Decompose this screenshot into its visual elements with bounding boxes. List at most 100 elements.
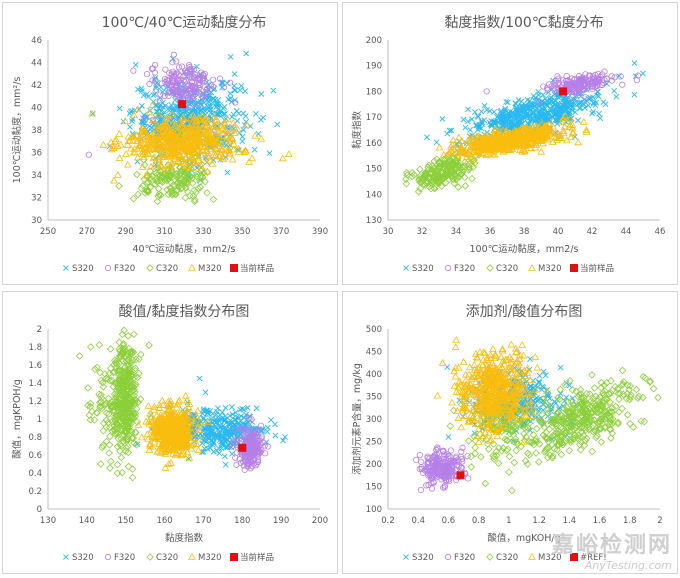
data-point [130, 67, 137, 74]
data-point [138, 127, 147, 135]
data-point [234, 117, 241, 124]
data-point [561, 100, 568, 106]
x-tick-label: 150 [118, 516, 134, 526]
data-point [241, 146, 250, 154]
data-point [134, 190, 142, 199]
data-point [543, 135, 552, 143]
data-point [129, 148, 138, 156]
data-point [527, 356, 533, 363]
data-point [233, 461, 240, 468]
data-point [527, 125, 535, 133]
data-point [141, 148, 150, 156]
data-point [444, 130, 451, 137]
chart-title: 100℃/40℃运动黏度分布 [102, 15, 267, 31]
data-point [98, 443, 106, 452]
data-point [453, 462, 461, 469]
series-2 [402, 142, 483, 196]
data-point [424, 134, 430, 141]
data-point [198, 112, 207, 119]
data-point [494, 136, 502, 144]
data-point [155, 139, 164, 146]
data-point [152, 77, 159, 84]
data-point [117, 352, 125, 361]
data-point [480, 133, 488, 141]
data-point [122, 397, 130, 405]
data-point [171, 153, 180, 161]
data-point [203, 167, 212, 175]
data-point [201, 77, 208, 84]
data-point [192, 419, 200, 427]
data-point [563, 73, 570, 80]
legend-marker [230, 264, 238, 272]
data-point [479, 119, 485, 126]
data-point [154, 416, 163, 424]
data-point [188, 79, 196, 86]
data-point [157, 91, 164, 98]
data-point [554, 73, 561, 80]
y-tick-label: 1.6 [28, 361, 42, 371]
data-point [182, 438, 191, 446]
data-point [590, 99, 597, 106]
data-point [278, 154, 287, 162]
data-point [183, 422, 191, 430]
data-point [255, 447, 262, 454]
data-point [434, 445, 441, 452]
data-point [402, 175, 410, 183]
data-point [134, 398, 143, 406]
data-point [448, 460, 455, 467]
data-point [265, 443, 272, 450]
data-point [188, 428, 197, 436]
data-point [197, 132, 206, 140]
data-point [220, 440, 227, 447]
data-point [477, 142, 486, 150]
data-point [442, 161, 450, 169]
y-tick-label: 0 [37, 505, 42, 515]
data-point [231, 71, 238, 77]
data-point [143, 70, 151, 78]
data-point [174, 417, 183, 424]
data-point [567, 83, 574, 90]
data-point [195, 435, 204, 443]
x-tick-label: 310 [156, 227, 172, 237]
data-point [218, 445, 225, 452]
data-point [631, 91, 638, 98]
data-point [178, 139, 187, 146]
data-point [178, 63, 186, 70]
data-point [154, 192, 163, 201]
data-point [173, 79, 180, 86]
data-point [230, 122, 238, 130]
data-point [583, 85, 590, 92]
data-point [440, 155, 448, 164]
data-point [145, 108, 154, 116]
data-point [545, 129, 554, 137]
legend-marker [63, 554, 69, 560]
data-point [537, 147, 546, 155]
data-point [490, 150, 499, 158]
data-point [148, 417, 156, 425]
data-point [130, 330, 138, 338]
data-point [430, 157, 439, 165]
x-tick-label: 30 [383, 227, 394, 237]
data-point [132, 441, 141, 449]
data-point [183, 188, 192, 196]
data-point [110, 356, 119, 365]
data-point [97, 376, 105, 385]
data-point [114, 434, 123, 443]
data-point [168, 437, 177, 445]
legend-marker [570, 264, 578, 272]
data-point [150, 164, 158, 173]
data-point [461, 158, 469, 167]
data-point [439, 115, 446, 122]
data-point [501, 133, 510, 141]
data-point [163, 406, 172, 414]
data-point [594, 82, 601, 89]
data-point [197, 162, 206, 170]
data-point [153, 86, 160, 93]
data-point [424, 163, 432, 172]
data-point [481, 142, 490, 150]
data-point [213, 447, 220, 454]
data-point [527, 118, 534, 125]
data-point [196, 418, 205, 426]
data-point [542, 372, 549, 379]
data-point [575, 89, 583, 97]
